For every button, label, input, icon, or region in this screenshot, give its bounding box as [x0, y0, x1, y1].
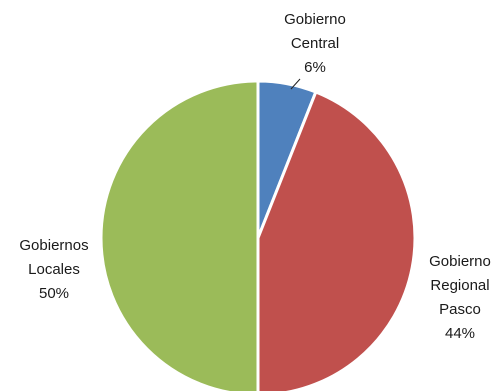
- slice-name-label: Regional: [430, 277, 489, 294]
- slice-percent-label: 50%: [39, 285, 69, 302]
- slice-name-label: Central: [291, 35, 339, 52]
- slice-name-label: Gobierno: [284, 11, 346, 28]
- slice-name-label: Gobiernos: [19, 237, 88, 254]
- slice-percent-label: 44%: [445, 325, 475, 342]
- slice-name-label: Pasco: [439, 301, 481, 318]
- slice-name-label: Gobierno: [429, 253, 491, 270]
- slice-percent-label: 6%: [304, 59, 326, 76]
- pie-slice: [101, 81, 258, 391]
- slice-name-label: Locales: [28, 261, 80, 278]
